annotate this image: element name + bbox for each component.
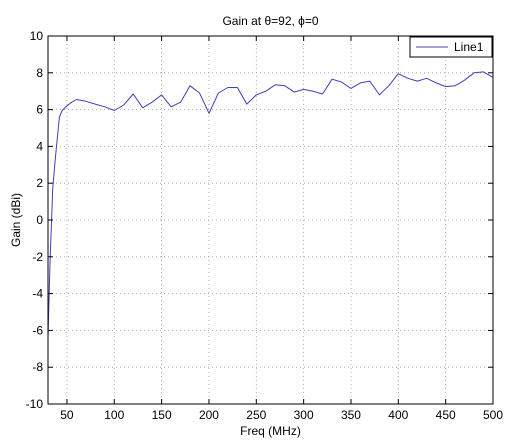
series-layer xyxy=(47,71,494,338)
y-tick-label: 6 xyxy=(36,103,43,117)
y-axis-label: Gain (dBi) xyxy=(9,193,23,247)
x-tick-label: 200 xyxy=(199,408,219,422)
y-tick-label: 4 xyxy=(36,139,43,153)
x-tick-label: 500 xyxy=(483,408,503,422)
legend: Line1 xyxy=(409,36,493,58)
y-tick-label: -2 xyxy=(32,250,43,264)
x-axis-label: Freq (MHz) xyxy=(240,424,301,438)
x-tick-label: 150 xyxy=(152,408,172,422)
x-tick-label: 400 xyxy=(388,408,408,422)
y-tick-label: -6 xyxy=(32,323,43,337)
y-tick-label: -4 xyxy=(32,287,43,301)
grid-lines xyxy=(48,36,493,404)
y-tick-label: -8 xyxy=(32,360,43,374)
axis-ticks: 50 100 150 200 250 300 350 400 450 500-10-8-6-4-2… xyxy=(26,29,504,422)
legend-box xyxy=(409,36,493,58)
x-tick-label: 300 xyxy=(294,408,314,422)
y-tick-label: 10 xyxy=(30,29,44,43)
y-tick-label: 8 xyxy=(36,66,43,80)
chart-title: Gain at θ=92, ϕ=0 xyxy=(222,14,318,28)
x-tick-label: 450 xyxy=(436,408,456,422)
series-line-line1 xyxy=(47,71,494,338)
x-tick-label: 50 xyxy=(60,408,74,422)
x-tick-label: 250 xyxy=(246,408,266,422)
legend-label: Line1 xyxy=(454,40,484,54)
x-tick-label: 100 xyxy=(104,408,124,422)
y-tick-label: 0 xyxy=(36,213,43,227)
y-tick-label: -10 xyxy=(26,397,44,411)
y-tick-label: 2 xyxy=(36,176,43,190)
x-tick-label: 350 xyxy=(341,408,361,422)
